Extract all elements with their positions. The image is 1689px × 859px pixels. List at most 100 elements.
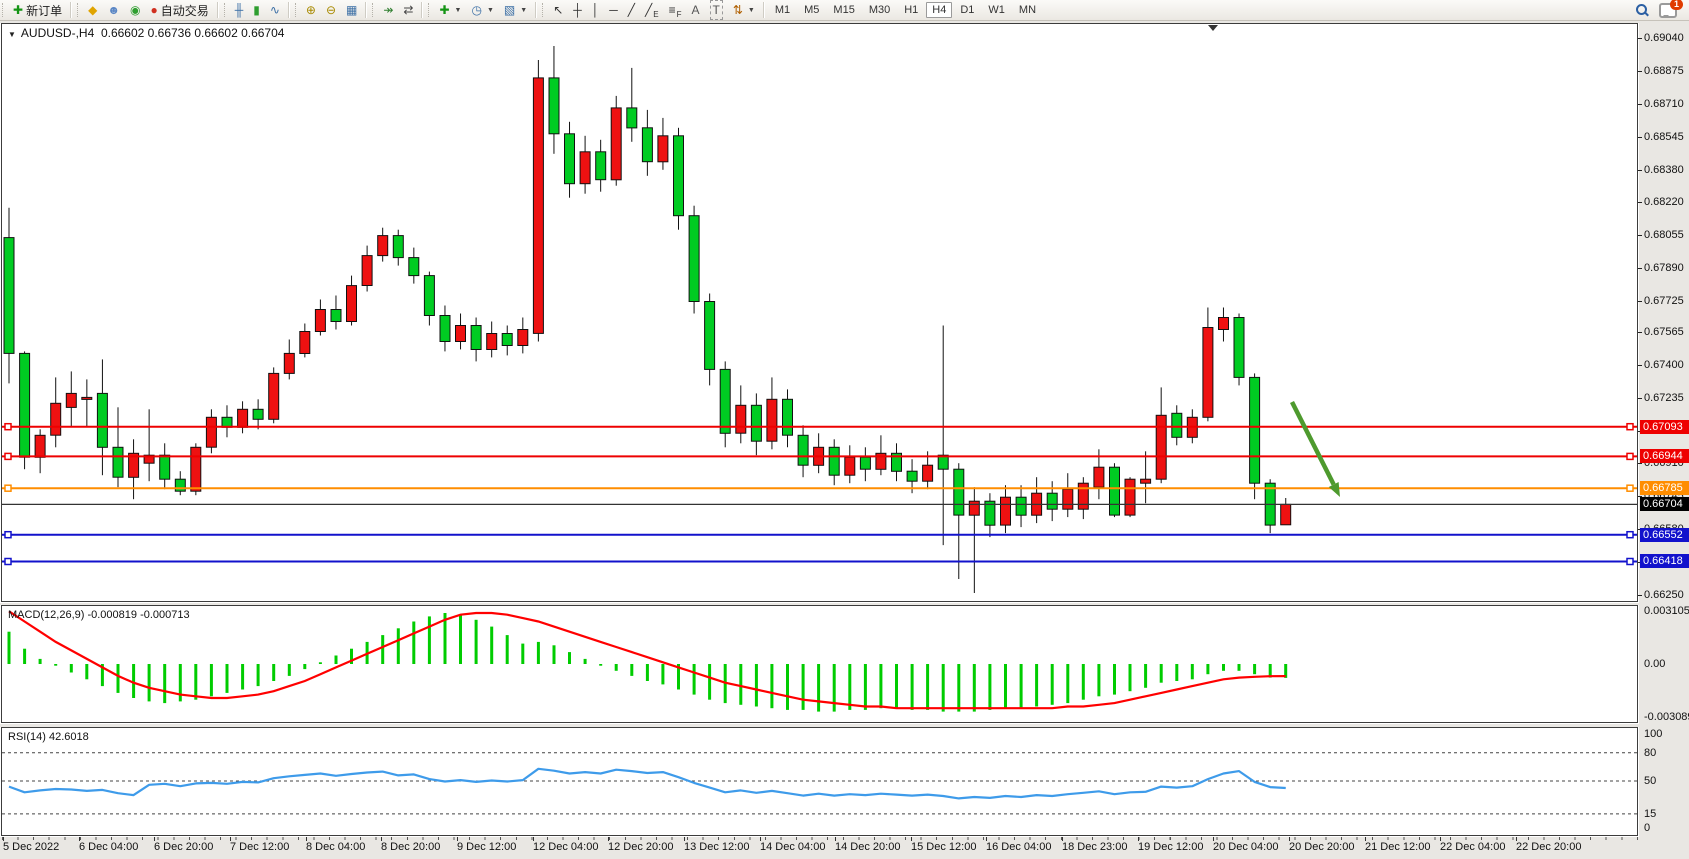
price-tick [1638,38,1642,39]
templates-button[interactable]: ▧ ▼ [499,1,532,19]
chart-title[interactable]: ▼ AUDUSD-,H4 0.66602 0.66736 0.66602 0.66… [8,26,284,40]
toolbar-grip [2,3,6,17]
line-handle[interactable] [1626,422,1634,431]
line-handle[interactable] [4,484,12,492]
timeframe-H4-button[interactable]: H4 [926,2,953,18]
candle [626,107,638,129]
timeframe-W1-button[interactable]: W1 [988,4,1005,16]
main-price-chart[interactable] [0,23,1639,603]
line-handle[interactable] [1626,530,1634,539]
favorites-button[interactable]: ◆ [83,1,102,19]
candle [1280,503,1292,526]
candle [50,402,62,436]
vertical-line-button[interactable]: │ [587,1,605,19]
candle [470,325,482,350]
tile-windows-button[interactable]: ▦ [341,1,362,19]
chart-dropdown-icon[interactable]: ▼ [8,30,16,39]
line-handle[interactable] [1626,452,1634,461]
line-handle[interactable] [4,452,12,461]
indicators-button[interactable]: ✚ ▼ [434,1,466,19]
equidistant-channel-button[interactable]: ╱ E [645,3,659,19]
macd-histogram-bar [614,664,618,671]
rsi-axis-label: 100 [1644,728,1663,740]
candle [501,333,513,346]
candle [828,446,840,476]
time-tick [911,837,912,841]
timeframe-M15-button[interactable]: M15 [833,4,855,16]
zoom-in-button[interactable]: ⊕ [301,1,321,19]
macd-histogram-bar [443,613,447,664]
arrow-annotation-head[interactable] [1328,482,1340,497]
fibonacci-button[interactable]: ≡ F [668,3,682,19]
horizontal-line-icon: ─ [609,3,618,17]
zoom-out-button[interactable]: ⊖ [321,1,341,19]
candle [346,285,357,323]
arrows-button[interactable]: ⇅ ▼ [728,1,760,19]
chat-icon[interactable]: 1 [1659,0,1683,18]
price-line-label[interactable]: 0.66418 [1640,554,1689,568]
chevron-down-icon[interactable]: ▼ [454,6,462,14]
time-axis-label: 16 Dec 04:00 [986,841,1052,853]
crosshair-button[interactable]: ┼ [568,1,587,19]
price-tick [1638,463,1642,464]
chart-shift-button[interactable]: ⇄ [398,1,418,19]
macd-indicator-panel[interactable] [0,605,1639,724]
periods-button[interactable]: ◷ ▼ [466,1,498,19]
time-tick [986,837,987,841]
macd-histogram-bar [863,664,867,710]
price-line-label[interactable]: 0.66552 [1640,528,1689,542]
macd-histogram-bar [754,664,758,707]
price-line-label[interactable]: 0.66785 [1640,481,1689,495]
candle [1202,327,1214,418]
bar-chart-button[interactable]: ╫ [230,1,249,19]
line-chart-button[interactable]: ∿ [265,1,285,19]
line-handle[interactable] [1626,557,1634,566]
horizontal-line-button[interactable]: ─ [604,1,623,19]
candle [128,452,140,478]
candle [782,398,793,436]
trendline-button[interactable]: ╱ [623,1,640,19]
zoom-in-icon: ⊕ [305,3,316,17]
text-button[interactable]: A [687,1,705,19]
toolbar-grip [223,3,228,17]
timeframe-D1-button[interactable]: D1 [960,4,975,16]
candle [1093,466,1105,488]
chevron-down-icon[interactable]: ▼ [747,6,755,14]
chevron-down-icon[interactable]: ▼ [520,6,528,14]
line-handle[interactable] [4,557,12,566]
line-handle[interactable] [1626,484,1634,492]
new-order-button[interactable]: ✚ 新订单 [13,3,63,18]
price-line-label[interactable]: 0.66944 [1640,449,1689,463]
signals-button[interactable]: ◉ [125,1,145,19]
timeframe-MN-button[interactable]: MN [1018,4,1037,16]
time-tick [79,837,80,841]
search-icon[interactable] [1636,3,1649,17]
candle-chart-button[interactable]: ▮ [248,1,265,19]
timeframe-M1-button[interactable]: M1 [774,4,791,16]
candle [735,404,747,434]
auto-scroll-button[interactable]: ↠ [378,1,398,19]
cursor-button[interactable]: ↖ [548,1,568,19]
rsi-indicator-panel[interactable] [0,727,1639,837]
macd-histogram-bar [645,664,649,681]
macd-histogram-bar [879,664,883,709]
price-tick-label: 0.67890 [1644,262,1684,274]
line-handle[interactable] [4,422,12,431]
arrow-annotation-line[interactable] [1289,400,1336,486]
text-label-button[interactable]: T [705,0,728,20]
macd-histogram-bar [1081,664,1085,700]
line-handle[interactable] [4,530,12,539]
auto-trading-button[interactable]: ● 自动交易 [150,3,209,18]
profile-button[interactable]: ☻ [102,1,125,19]
price-line-label[interactable]: 0.67093 [1640,420,1689,434]
timeframe-M5-button[interactable]: M5 [804,4,820,16]
candle [937,454,949,470]
candle [564,133,575,185]
timeframe-H1-button[interactable]: H1 [904,4,919,16]
macd-histogram-bar [1113,664,1116,695]
time-tick [1213,837,1214,841]
candle [237,408,249,428]
timeframe-M30-button[interactable]: M30 [868,4,891,16]
time-axis-label: 8 Dec 20:00 [381,841,441,853]
chevron-down-icon[interactable]: ▼ [486,6,494,14]
